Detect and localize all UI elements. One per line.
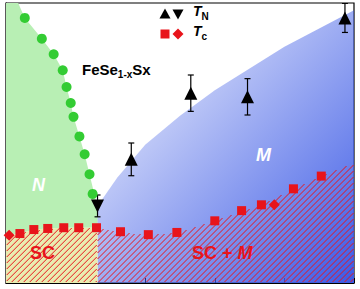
svg-text:T: T bbox=[193, 3, 202, 19]
svg-text:Se: Se bbox=[100, 61, 118, 78]
svg-text:1-x: 1-x bbox=[118, 69, 133, 80]
svg-text:N: N bbox=[32, 175, 46, 195]
svg-text:c: c bbox=[202, 31, 208, 42]
svg-text:T: T bbox=[193, 23, 202, 39]
svg-text:N: N bbox=[202, 11, 209, 22]
svg-text:M: M bbox=[238, 243, 254, 263]
svg-text:Fe: Fe bbox=[82, 61, 100, 78]
svg-text:+: + bbox=[222, 243, 233, 263]
svg-text:SC: SC bbox=[30, 243, 55, 263]
svg-text:SC: SC bbox=[192, 243, 217, 263]
svg-text:Sx: Sx bbox=[132, 61, 151, 78]
svg-text:M: M bbox=[256, 145, 272, 165]
